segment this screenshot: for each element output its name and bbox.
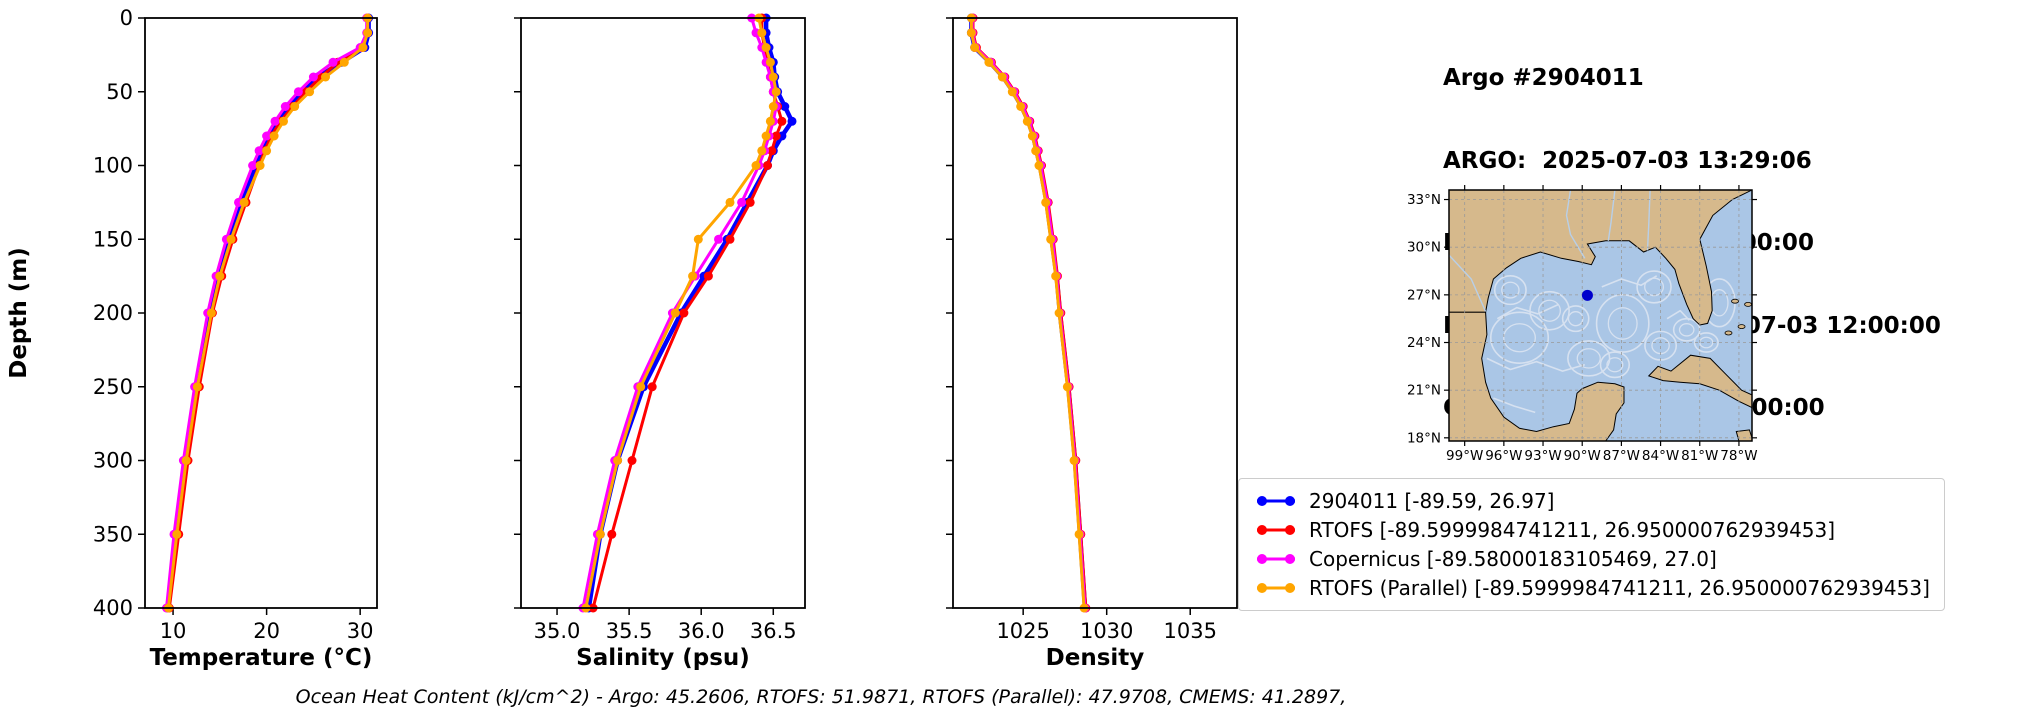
svg-text:250: 250 <box>93 375 133 399</box>
svg-text:400: 400 <box>93 596 133 620</box>
svg-text:350: 350 <box>93 522 133 546</box>
svg-text:30: 30 <box>347 619 374 643</box>
legend-entry-label: 2904011 [-89.59, 26.97] <box>1309 489 1555 513</box>
legend-entry-2: Copernicus [-89.58000183105469, 27.0] <box>1253 547 1930 571</box>
svg-text:99°W: 99°W <box>1446 448 1483 464</box>
legend-entry-label: RTOFS (Parallel) [-89.5999984741211, 26.… <box>1309 576 1930 600</box>
svg-text:1035: 1035 <box>1163 619 1216 643</box>
svg-text:78°W: 78°W <box>1720 448 1757 464</box>
svg-text:300: 300 <box>93 449 133 473</box>
svg-text:35.5: 35.5 <box>606 619 653 643</box>
series-line-RTOFS (Parallel) <box>166 16 370 610</box>
svg-text:20: 20 <box>253 619 280 643</box>
svg-text:81°W: 81°W <box>1681 448 1718 464</box>
series-line-RTOFS <box>167 16 370 610</box>
svg-text:150: 150 <box>93 227 133 251</box>
argo-time-line: ARGO: 2025-07-03 13:29:06 <box>1443 147 1812 174</box>
svg-text:84°W: 84°W <box>1642 448 1679 464</box>
legend-entry-0: 2904011 [-89.59, 26.97] <box>1253 489 1930 513</box>
svg-text:10: 10 <box>160 619 187 643</box>
legend: 2904011 [-89.59, 26.97] RTOFS [-89.599998… <box>1238 478 1945 611</box>
svg-text:18°N: 18°N <box>1407 430 1441 446</box>
legend-marker-icon <box>1257 525 1295 535</box>
svg-text:1030: 1030 <box>1080 619 1133 643</box>
svg-text:36.5: 36.5 <box>750 619 797 643</box>
profile-panel-1: 35.0 35.5 36.0 36.5 <box>514 13 806 643</box>
series-line-2904011 <box>165 15 371 611</box>
series-line-2904011 <box>586 15 795 611</box>
float-position-dot <box>1581 289 1593 301</box>
density-axis-label: Density <box>1046 645 1145 671</box>
series-line-RTOFS <box>971 16 1088 610</box>
legend-marker-icon <box>1257 554 1295 564</box>
ocean-heat-content-caption: Ocean Heat Content (kJ/cm^2) - Argo: 45.… <box>295 686 1347 708</box>
svg-text:100: 100 <box>93 154 133 178</box>
svg-text:27°N: 27°N <box>1407 287 1441 303</box>
svg-text:200: 200 <box>93 301 133 325</box>
gulf-of-mexico-map: 33°N 30°N 27°N 24°N 21°N 18°N 99°W 96°W 93°W 90°W… <box>1407 185 1758 464</box>
legend-entry-1: RTOFS [-89.5999984741211, 26.95000076293… <box>1253 518 1930 542</box>
svg-text:35.0: 35.0 <box>534 619 581 643</box>
svg-text:50: 50 <box>106 80 133 104</box>
svg-text:24°N: 24°N <box>1407 335 1441 351</box>
svg-text:1025: 1025 <box>996 619 1049 643</box>
series-line-RTOFS (Parallel) <box>969 16 1086 610</box>
svg-text:30°N: 30°N <box>1407 240 1441 256</box>
legend-marker-icon <box>1257 583 1295 593</box>
figure-title: Argo #2904011 <box>1443 65 1644 91</box>
series-line-Copernicus <box>970 16 1087 610</box>
legend-entry-label: Copernicus [-89.58000183105469, 27.0] <box>1309 547 1717 571</box>
svg-text:96°W: 96°W <box>1485 448 1522 464</box>
temperature-axis-label: Temperature (°C) <box>150 645 373 671</box>
svg-text:93°W: 93°W <box>1524 448 1561 464</box>
series-line-Copernicus <box>165 16 369 610</box>
svg-text:21°N: 21°N <box>1407 383 1441 399</box>
svg-text:33°N: 33°N <box>1407 192 1441 208</box>
legend-entry-label: RTOFS [-89.5999984741211, 26.95000076293… <box>1309 518 1836 542</box>
svg-text:90°W: 90°W <box>1564 448 1601 464</box>
svg-text:36.0: 36.0 <box>678 619 725 643</box>
series-line-2904011 <box>969 15 1088 611</box>
legend-entry-3: RTOFS (Parallel) [-89.5999984741211, 26.… <box>1253 576 1930 600</box>
svg-text:87°W: 87°W <box>1603 448 1640 464</box>
profile-panel-2: 1025 1030 1035 <box>946 13 1238 643</box>
legend-marker-icon <box>1257 496 1295 506</box>
svg-text:0: 0 <box>120 6 133 30</box>
salinity-axis-label: Salinity (psu) <box>576 645 750 671</box>
depth-axis-label: Depth (m) <box>6 247 32 379</box>
